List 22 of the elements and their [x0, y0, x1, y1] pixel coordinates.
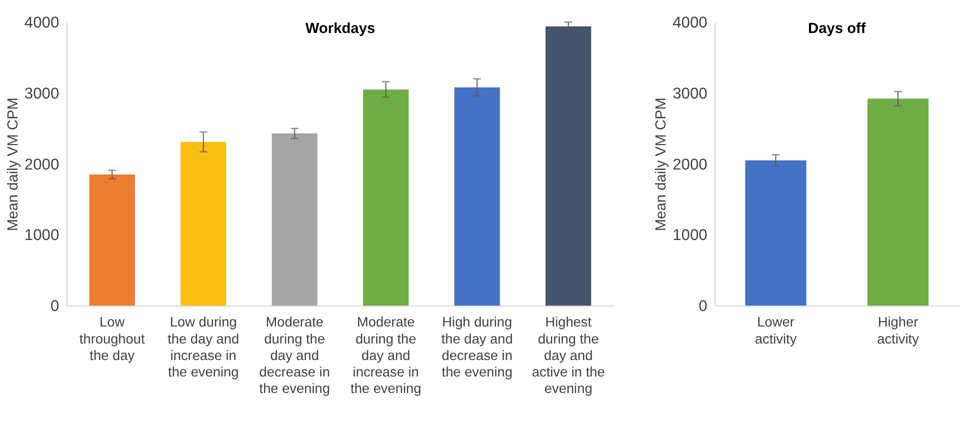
y-tick-label: 0: [698, 298, 708, 316]
x-tick-label: Moderate during the day and decrease in the evening: [259, 314, 330, 396]
y-tick-label: 0: [50, 298, 60, 316]
y-axis-title: Mean daily VM CPM: [654, 98, 670, 232]
x-tick-label: Low during the day and increase in the evening: [168, 314, 240, 380]
x-tick-label: Highest during the day and active in the evening: [532, 314, 605, 396]
y-tick-label: 2000: [24, 156, 60, 174]
x-tick-label: Lower activity: [754, 314, 797, 346]
y-tick-label: 2000: [672, 156, 708, 174]
y-tick-label: 4000: [24, 14, 60, 32]
chart-title: Workdays: [305, 20, 376, 37]
x-tick-label: High during the day and decrease in the evening: [441, 314, 513, 380]
y-tick-label: 1000: [672, 227, 708, 244]
chart-title: Days off: [808, 20, 866, 37]
x-tick-label: Higher activity: [877, 314, 920, 346]
y-tick-label: 3000: [672, 85, 708, 102]
y-tick-label: 1000: [24, 227, 60, 244]
y-axis-title: Mean daily VM CPM: [6, 98, 22, 232]
y-tick-label: 4000: [672, 14, 708, 32]
x-tick-label: Moderate during the day and increase in the evening: [350, 314, 422, 396]
y-tick-label: 3000: [24, 85, 60, 102]
x-tick-label: Low throughout the day: [79, 314, 145, 363]
